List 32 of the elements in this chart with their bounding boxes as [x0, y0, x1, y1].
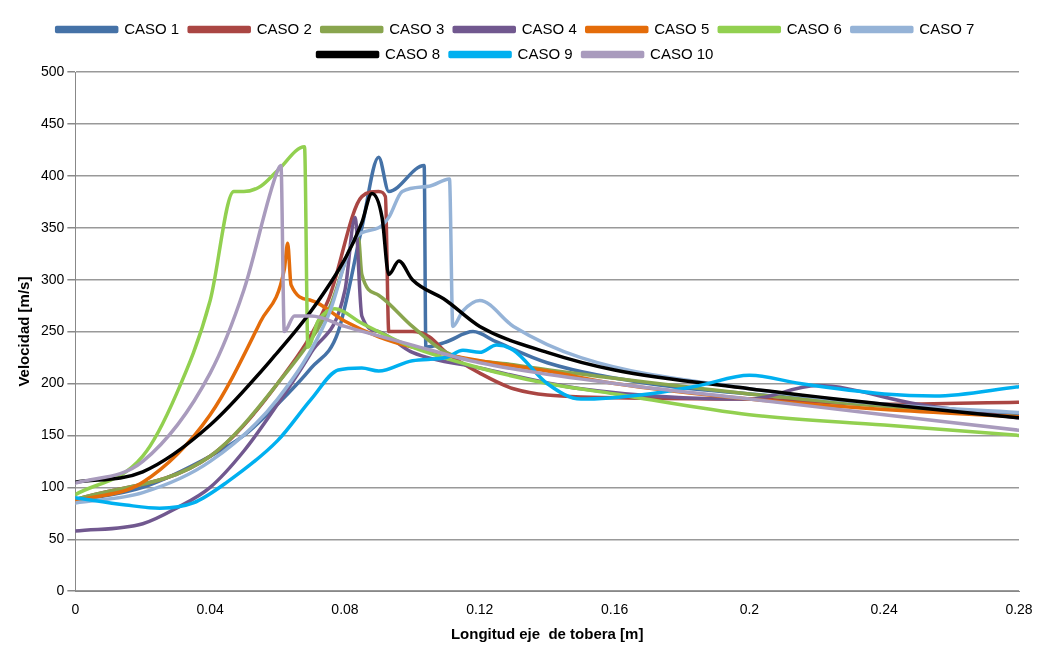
x-tick-label: 0.08	[331, 601, 359, 618]
x-tick-label: 0.12	[466, 601, 494, 618]
legend-label: CASO 8	[385, 44, 441, 62]
y-tick-label: 50	[48, 530, 65, 547]
y-tick-label: 150	[41, 426, 65, 443]
y-tick-label: 250	[41, 322, 65, 339]
x-tick-label: 0.04	[196, 601, 224, 618]
x-tick-label: 0.2	[739, 601, 760, 618]
y-tick-label: 500	[41, 62, 65, 79]
legend-label: CASO 5	[654, 19, 710, 37]
legend-label: CASO 10	[650, 44, 714, 62]
y-tick-label: 0	[56, 582, 65, 599]
x-tick-label: 0	[71, 601, 80, 618]
y-tick-label: 300	[41, 270, 65, 287]
y-tick-label: 200	[41, 374, 65, 391]
legend-label: CASO 3	[389, 19, 445, 37]
legend-label: CASO 4	[521, 19, 577, 37]
y-tick-label: 450	[41, 114, 65, 131]
legend-label: CASO 1	[124, 19, 180, 37]
y-tick-label: 350	[41, 218, 65, 235]
legend-label: CASO 6	[786, 19, 842, 37]
x-tick-label: 0.16	[600, 601, 629, 618]
x-tick-label: 0.24	[870, 601, 899, 618]
x-axis-title: Longitud eje de tobera [m]	[450, 625, 644, 643]
y-tick-label: 100	[41, 478, 65, 495]
y-axis-title: Velocidad [m/s]	[15, 276, 33, 387]
legend-label: CASO 9	[517, 44, 573, 62]
x-tick-label: 0.28	[1005, 601, 1033, 618]
line-series	[75, 343, 1019, 510]
legend-label: CASO 2	[256, 19, 312, 37]
legend-label: CASO 7	[919, 19, 975, 37]
y-tick-label: 400	[41, 166, 65, 183]
